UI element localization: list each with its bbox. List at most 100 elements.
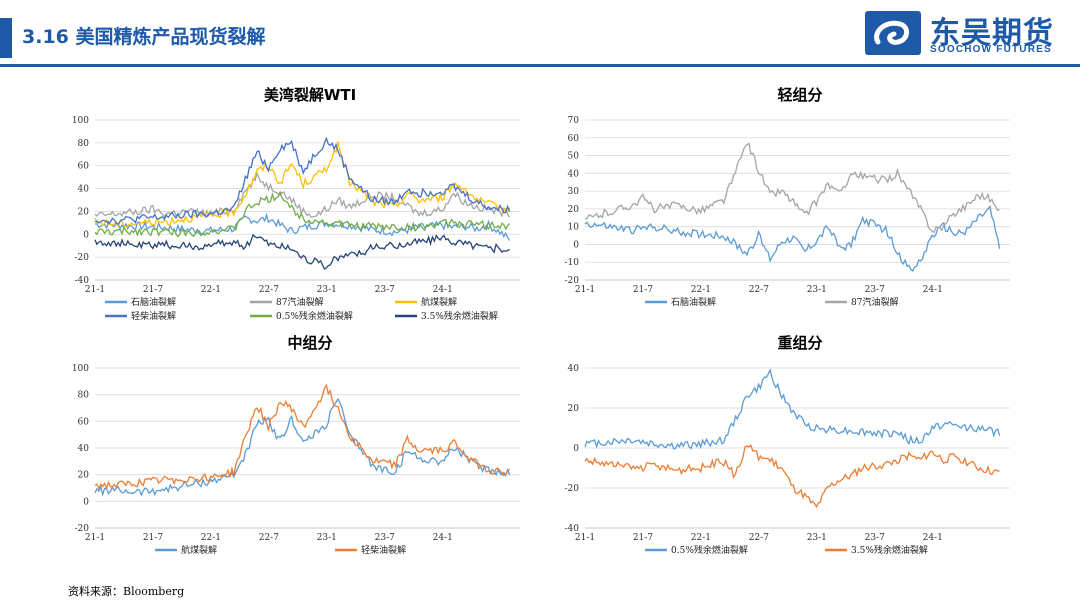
y-tick-label: 100 — [72, 116, 89, 126]
y-tick-label: 40 — [568, 364, 580, 374]
y-tick-label: 60 — [78, 162, 90, 172]
y-tick-label: 60 — [568, 134, 580, 144]
y-tick-label: 10 — [568, 223, 580, 233]
y-tick-label: 40 — [568, 169, 580, 179]
x-tick-label: 22-7 — [749, 285, 769, 295]
series-line — [584, 204, 1001, 272]
legend-label: 轻柴油裂解 — [361, 544, 406, 556]
header-accent-bar — [0, 18, 12, 58]
y-tick-label: 80 — [78, 391, 90, 401]
series-line — [584, 368, 1001, 450]
y-tick-label: 20 — [78, 471, 90, 481]
x-tick-label: 24-1 — [923, 533, 943, 543]
y-tick-label: -20 — [565, 484, 580, 494]
x-tick-label: 22-1 — [691, 533, 711, 543]
chart-title: 美湾裂解WTI — [263, 86, 357, 104]
legend-label: 87汽油裂解 — [276, 296, 323, 308]
y-tick-label: 0 — [83, 230, 89, 240]
chart-light-components: 轻组分 -20 -10 0 10 20 30 40 50 60 70 21-1 21-7 22-1 22-… — [530, 80, 1070, 335]
x-tick-label: 23-7 — [865, 533, 885, 543]
legend-label: 3.5%残余燃油裂解 — [851, 544, 928, 556]
x-tick-label: 21-7 — [633, 533, 653, 543]
x-tick-label: 21-1 — [85, 533, 105, 543]
y-tick-label: 20 — [568, 205, 580, 215]
chart-heavy-components: 重组分 -40 -20 0 20 40 21-1 21-7 22-1 22-7 23-1 23-7 2… — [530, 328, 1070, 583]
x-tick-label: 22-1 — [691, 285, 711, 295]
legend-label: 87汽油裂解 — [851, 296, 898, 308]
chart-title: 重组分 — [777, 334, 823, 352]
chart-svg: -40 -20 0 20 40 60 80 100 21-1 21-7 22-1 22-7 23-1 23… — [72, 116, 520, 322]
series-line — [94, 397, 511, 497]
y-tick-label: 50 — [568, 152, 580, 162]
logo-text-en: SOOCHOW FUTURES — [930, 44, 1052, 55]
y-tick-label: -40 — [75, 276, 90, 286]
y-tick-label: 100 — [72, 364, 89, 374]
x-tick-label: 21-7 — [143, 285, 163, 295]
x-tick-label: 24-1 — [923, 285, 943, 295]
y-tick-label: 80 — [78, 139, 90, 149]
x-tick-label: 24-1 — [433, 285, 453, 295]
legend-label: 石脑油裂解 — [671, 296, 716, 308]
x-tick-label: 21-1 — [575, 285, 595, 295]
series-line — [584, 444, 1000, 509]
x-tick-label: 22-7 — [259, 533, 279, 543]
x-tick-label: 24-1 — [433, 533, 453, 543]
y-tick-label: 40 — [78, 444, 90, 454]
source-note: 资料来源：Bloomberg — [68, 585, 185, 598]
x-tick-label: 23-7 — [375, 285, 395, 295]
y-tick-label: 70 — [568, 116, 580, 126]
series-line — [94, 212, 511, 241]
x-tick-label: 23-1 — [807, 285, 827, 295]
y-tick-label: 20 — [568, 404, 580, 414]
x-tick-label: 23-1 — [807, 533, 827, 543]
x-tick-label: 23-7 — [375, 533, 395, 543]
chart-svg: -20 -10 0 10 20 30 40 50 60 70 21-1 21-7 22-1 22-7 23-… — [565, 116, 1010, 308]
y-tick-label: -10 — [565, 258, 580, 268]
legend-label: 3.5%残余燃油裂解 — [421, 310, 498, 322]
legend-label: 0.5%残余燃油裂解 — [671, 544, 748, 556]
y-tick-label: 0 — [573, 240, 579, 250]
y-tick-label: 0 — [573, 444, 579, 454]
x-tick-label: 23-7 — [865, 285, 885, 295]
legend-label: 航煤裂解 — [181, 544, 217, 556]
x-tick-label: 23-1 — [317, 285, 337, 295]
y-tick-label: 30 — [568, 187, 580, 197]
x-tick-label: 22-7 — [749, 533, 769, 543]
x-tick-label: 21-7 — [633, 285, 653, 295]
y-tick-label: -20 — [75, 253, 90, 263]
chart-title: 轻组分 — [777, 86, 823, 104]
chart-middle-components: 中组分 -20 0 20 40 60 80 100 21-1 21-7 22-1 22-7 23-1 2… — [40, 328, 580, 583]
chart-title: 中组分 — [287, 334, 333, 352]
chart-svg: -20 0 20 40 60 80 100 21-1 21-7 22-1 22-7 23-1 23-7 2… — [72, 364, 520, 556]
chart-gulf-crack: 美湾裂解WTI -40 -20 0 20 40 60 80 100 21-1 21-7 22-1 22… — [40, 80, 580, 335]
y-tick-label: 60 — [78, 417, 90, 427]
x-tick-label: 21-1 — [575, 533, 595, 543]
series-line — [94, 190, 511, 238]
legend-label: 石脑油裂解 — [131, 296, 176, 308]
y-tick-label: 0 — [83, 497, 89, 507]
y-tick-label: -20 — [75, 524, 90, 534]
series-line — [94, 136, 511, 226]
y-tick-label: 40 — [78, 185, 90, 195]
logo-text-cn: 东吴期货 — [930, 16, 1054, 51]
company-logo: 东吴期货 SOOCHOW FUTURES — [864, 8, 1074, 58]
y-tick-label: -20 — [565, 276, 580, 286]
series-line — [94, 141, 511, 228]
y-tick-label: 20 — [78, 207, 90, 217]
legend-label: 航煤裂解 — [421, 296, 457, 308]
series-line — [94, 233, 510, 270]
series-line — [94, 171, 511, 219]
legend-label: 轻柴油裂解 — [131, 310, 176, 322]
x-tick-label: 22-1 — [201, 285, 221, 295]
series-line — [94, 383, 511, 491]
header-divider — [0, 64, 1080, 67]
legend-label: 0.5%残余燃油裂解 — [276, 310, 353, 322]
x-tick-label: 21-1 — [85, 285, 105, 295]
x-tick-label: 23-1 — [317, 533, 337, 543]
logo-mark-icon — [865, 11, 921, 55]
x-tick-label: 22-7 — [259, 285, 279, 295]
page-title: 3.16 美国精炼产品现货裂解 — [22, 26, 266, 48]
x-tick-label: 22-1 — [201, 533, 221, 543]
x-tick-label: 21-7 — [143, 533, 163, 543]
chart-svg: -40 -20 0 20 40 21-1 21-7 22-1 22-7 23-1 23-7 24-1 0… — [565, 364, 1010, 556]
